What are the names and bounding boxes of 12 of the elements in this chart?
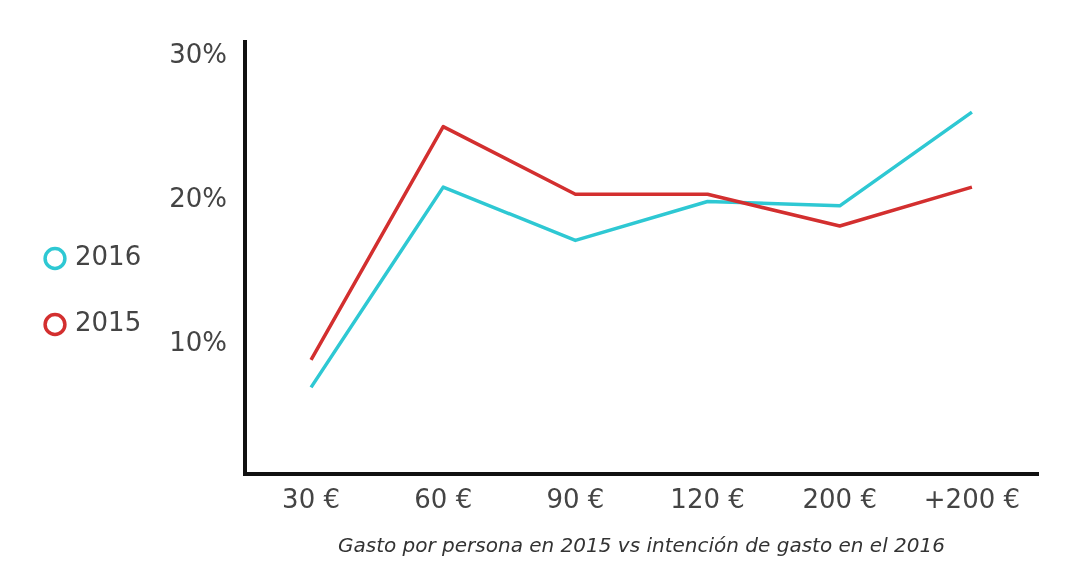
x-tick-label: 120 € — [670, 484, 745, 515]
y-tick-label: 30% — [169, 38, 227, 69]
x-tick-label: 90 € — [546, 484, 605, 515]
y-tick-label: 20% — [169, 182, 227, 213]
x-tick-label: +200 € — [923, 484, 1021, 515]
x-tick-label: 30 € — [282, 484, 340, 515]
x-tick-label: 200 € — [802, 484, 877, 515]
x-axis-title: Gasto por persona en 2015 vs intención de gasto en el 2016 — [337, 533, 945, 558]
y-tick-label: 10% — [169, 326, 227, 357]
legend-label: 2016 — [75, 241, 142, 272]
x-tick-label: 60 € — [414, 484, 473, 515]
legend-label: 2015 — [75, 307, 142, 338]
